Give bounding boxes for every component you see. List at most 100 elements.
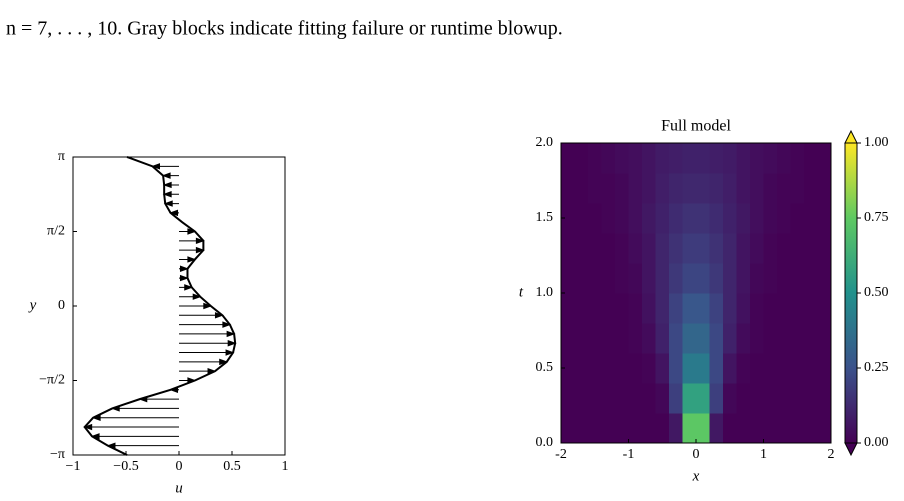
- heat-cell: [682, 293, 697, 324]
- heat-cell: [750, 413, 764, 444]
- heat-cell: [817, 293, 832, 324]
- heat-cell: [696, 173, 710, 204]
- heat-cell: [817, 353, 832, 384]
- heat-cell: [709, 413, 724, 444]
- arrow: [179, 358, 229, 366]
- colorbar-extend-bottom: [844, 442, 858, 457]
- arrow: [179, 349, 235, 356]
- heat-cell: [777, 353, 791, 384]
- heat-cell: [561, 293, 575, 324]
- y-tick-label: −π: [50, 447, 65, 462]
- heat-cell: [561, 323, 575, 354]
- heat-cell: [817, 203, 832, 234]
- heat-cell: [655, 263, 670, 294]
- heat-cell: [669, 173, 683, 204]
- heat-cell: [736, 353, 751, 384]
- heat-cell: [709, 143, 724, 174]
- heat-cell: [601, 233, 616, 264]
- colorbar-tick-label: 0.50: [864, 285, 889, 300]
- arrow: [106, 442, 179, 449]
- heat-cell: [777, 143, 791, 174]
- heat-cell: [574, 233, 589, 264]
- heat-cell: [628, 263, 643, 294]
- heat-cell: [777, 323, 791, 354]
- heat-cell: [615, 143, 629, 174]
- heat-cell: [723, 353, 737, 384]
- arrow: [179, 321, 232, 328]
- colorbar-extend-top: [844, 129, 858, 144]
- heat-cell: [628, 143, 643, 174]
- heat-cell: [723, 293, 737, 324]
- plot-frame: [72, 156, 286, 456]
- heat-cell: [723, 383, 737, 414]
- heat-cell: [817, 233, 832, 264]
- heat-cell: [817, 413, 832, 444]
- heat-cell: [574, 353, 589, 384]
- arrow: [90, 433, 179, 440]
- heat-cell: [777, 263, 791, 294]
- colorbar-tick-label: 0.75: [864, 210, 889, 225]
- arrow: [179, 237, 205, 245]
- heat-cell: [790, 203, 805, 234]
- arrow: [179, 293, 202, 300]
- heat-cell: [642, 413, 656, 444]
- y-tick-label: 1.0: [536, 285, 554, 300]
- heat-cell: [790, 383, 805, 414]
- heat-cell: [601, 203, 616, 234]
- heat-cell: [669, 143, 683, 174]
- heat-cell: [628, 383, 643, 414]
- heat-cell: [804, 173, 818, 204]
- heat-cell: [804, 353, 818, 384]
- heat-cell: [763, 143, 778, 174]
- heat-cell: [655, 293, 670, 324]
- heat-cell: [736, 263, 751, 294]
- heat-cell: [588, 173, 602, 204]
- heat-cell: [750, 293, 764, 324]
- heat-cell: [736, 293, 751, 324]
- arrow: [162, 181, 179, 189]
- arrow: [179, 256, 197, 263]
- x-tick-label: 2: [828, 447, 835, 462]
- heat-cell: [642, 323, 656, 354]
- y-tick-label: π: [58, 149, 65, 164]
- arrow: [179, 265, 189, 272]
- heat-cell: [655, 383, 670, 414]
- heat-cell: [601, 293, 616, 324]
- heat-cell: [723, 143, 737, 174]
- heat-cell: [615, 173, 629, 204]
- heat-cell: [642, 203, 656, 234]
- heat-cell: [804, 383, 818, 414]
- arrow: [83, 423, 179, 431]
- arrow: [110, 405, 179, 412]
- heat-cell: [682, 353, 697, 384]
- heat-cell: [790, 143, 805, 174]
- heat-cell: [642, 293, 656, 324]
- heat-cell: [588, 203, 602, 234]
- y-tick-label: 2.0: [536, 135, 554, 150]
- heat-cell: [655, 143, 670, 174]
- y-tick-label: 1.5: [536, 210, 554, 225]
- x-tick-label: −1: [66, 459, 81, 474]
- heat-cell: [561, 233, 575, 264]
- y-tick-label: −π/2: [39, 373, 65, 388]
- heat-cell: [669, 233, 683, 264]
- arrow: [179, 284, 194, 291]
- heat-cell: [763, 233, 778, 264]
- y-axis-label: y: [28, 297, 37, 313]
- heat-cell: [574, 413, 589, 444]
- heat-cell: [561, 383, 575, 414]
- heat-cell: [709, 383, 724, 414]
- heat-cell: [628, 233, 643, 264]
- heat-cell: [763, 173, 778, 204]
- heat-cell: [669, 383, 683, 414]
- heat-cell: [588, 323, 602, 354]
- heat-cell: [723, 413, 737, 444]
- y-tick-label: π/2: [47, 224, 65, 239]
- heat-cell: [763, 203, 778, 234]
- x-tick-label: -1: [623, 447, 635, 462]
- heat-cell: [561, 353, 575, 384]
- heat-cell: [561, 143, 575, 174]
- heat-cell: [628, 203, 643, 234]
- heat-cell: [574, 383, 589, 414]
